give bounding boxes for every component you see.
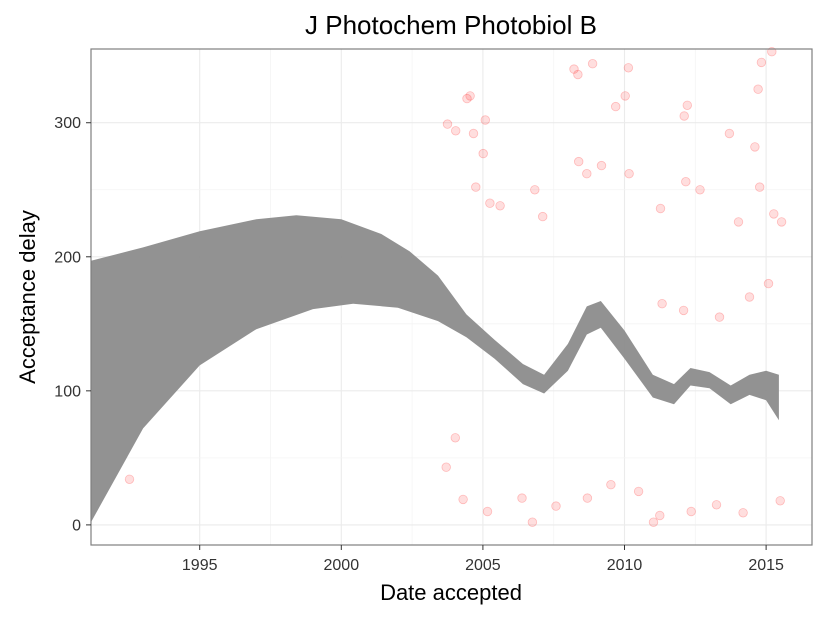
data-point (753, 84, 763, 94)
data-point (633, 486, 644, 497)
data-point (480, 115, 491, 125)
y-tick-label: 300 (54, 115, 81, 132)
y-axis-title: Acceptance delay (15, 210, 40, 384)
data-point (648, 517, 659, 527)
y-tick-label: 200 (54, 249, 81, 266)
data-point (750, 142, 760, 152)
data-point (714, 312, 725, 322)
data-point (527, 517, 538, 527)
confidence-band-area (91, 215, 779, 523)
data-point (538, 211, 548, 222)
data-point (655, 203, 666, 214)
data-point (530, 185, 540, 195)
data-point (655, 510, 665, 521)
data-point (620, 91, 630, 101)
chart-title: J Photochem Photobiol B (305, 10, 597, 40)
x-tick-label: 2010 (607, 557, 643, 574)
data-point (686, 506, 696, 517)
data-point (124, 474, 135, 485)
data-point (465, 91, 475, 101)
data-point (606, 480, 616, 490)
x-tick-label: 2000 (324, 557, 360, 574)
data-point (462, 93, 472, 104)
data-point (763, 278, 774, 289)
data-point (776, 217, 787, 227)
data-point (679, 111, 689, 121)
data-point (468, 128, 479, 139)
data-point (482, 506, 493, 517)
data-point (442, 119, 453, 129)
data-point (441, 462, 451, 472)
data-point (733, 217, 744, 227)
data-point (450, 433, 461, 443)
data-point (623, 63, 634, 73)
plot-panel-border (90, 48, 813, 546)
data-point (695, 185, 705, 195)
data-point (724, 128, 735, 139)
data-point (574, 156, 584, 167)
data-point (744, 292, 755, 302)
data-point (756, 57, 767, 68)
x-axis-title: Date accepted (380, 580, 522, 605)
data-point (478, 148, 488, 159)
data-point (471, 182, 481, 192)
y-axis: 0 100 200 300 (54, 115, 91, 534)
data-point (517, 493, 527, 503)
data-point (596, 160, 607, 171)
data-point (657, 299, 667, 309)
data-point (551, 501, 561, 511)
data-point (711, 500, 722, 510)
data-point (611, 101, 621, 112)
x-tick-label: 1995 (182, 557, 218, 574)
data-point (624, 168, 634, 179)
y-tick-label: 0 (72, 517, 81, 534)
x-tick-label: 2005 (465, 557, 501, 574)
x-tick-label: 2015 (748, 557, 784, 574)
data-point (485, 198, 495, 208)
y-tick-label: 100 (54, 383, 81, 400)
data-point (755, 182, 765, 192)
data-point (587, 59, 598, 69)
data-point (775, 496, 785, 506)
data-point (582, 493, 593, 503)
data-points (124, 47, 787, 527)
data-point (458, 494, 468, 505)
data-point (769, 209, 779, 219)
x-axis: 1995 2000 2005 2010 2015 (182, 545, 784, 574)
data-point (451, 126, 461, 136)
data-point (681, 176, 691, 187)
data-point (569, 64, 579, 74)
confidence-band (91, 215, 779, 523)
data-point (678, 305, 689, 316)
data-point (495, 201, 505, 211)
data-point (582, 168, 592, 179)
data-point (573, 69, 583, 80)
data-point (682, 100, 693, 111)
data-point (738, 508, 748, 518)
